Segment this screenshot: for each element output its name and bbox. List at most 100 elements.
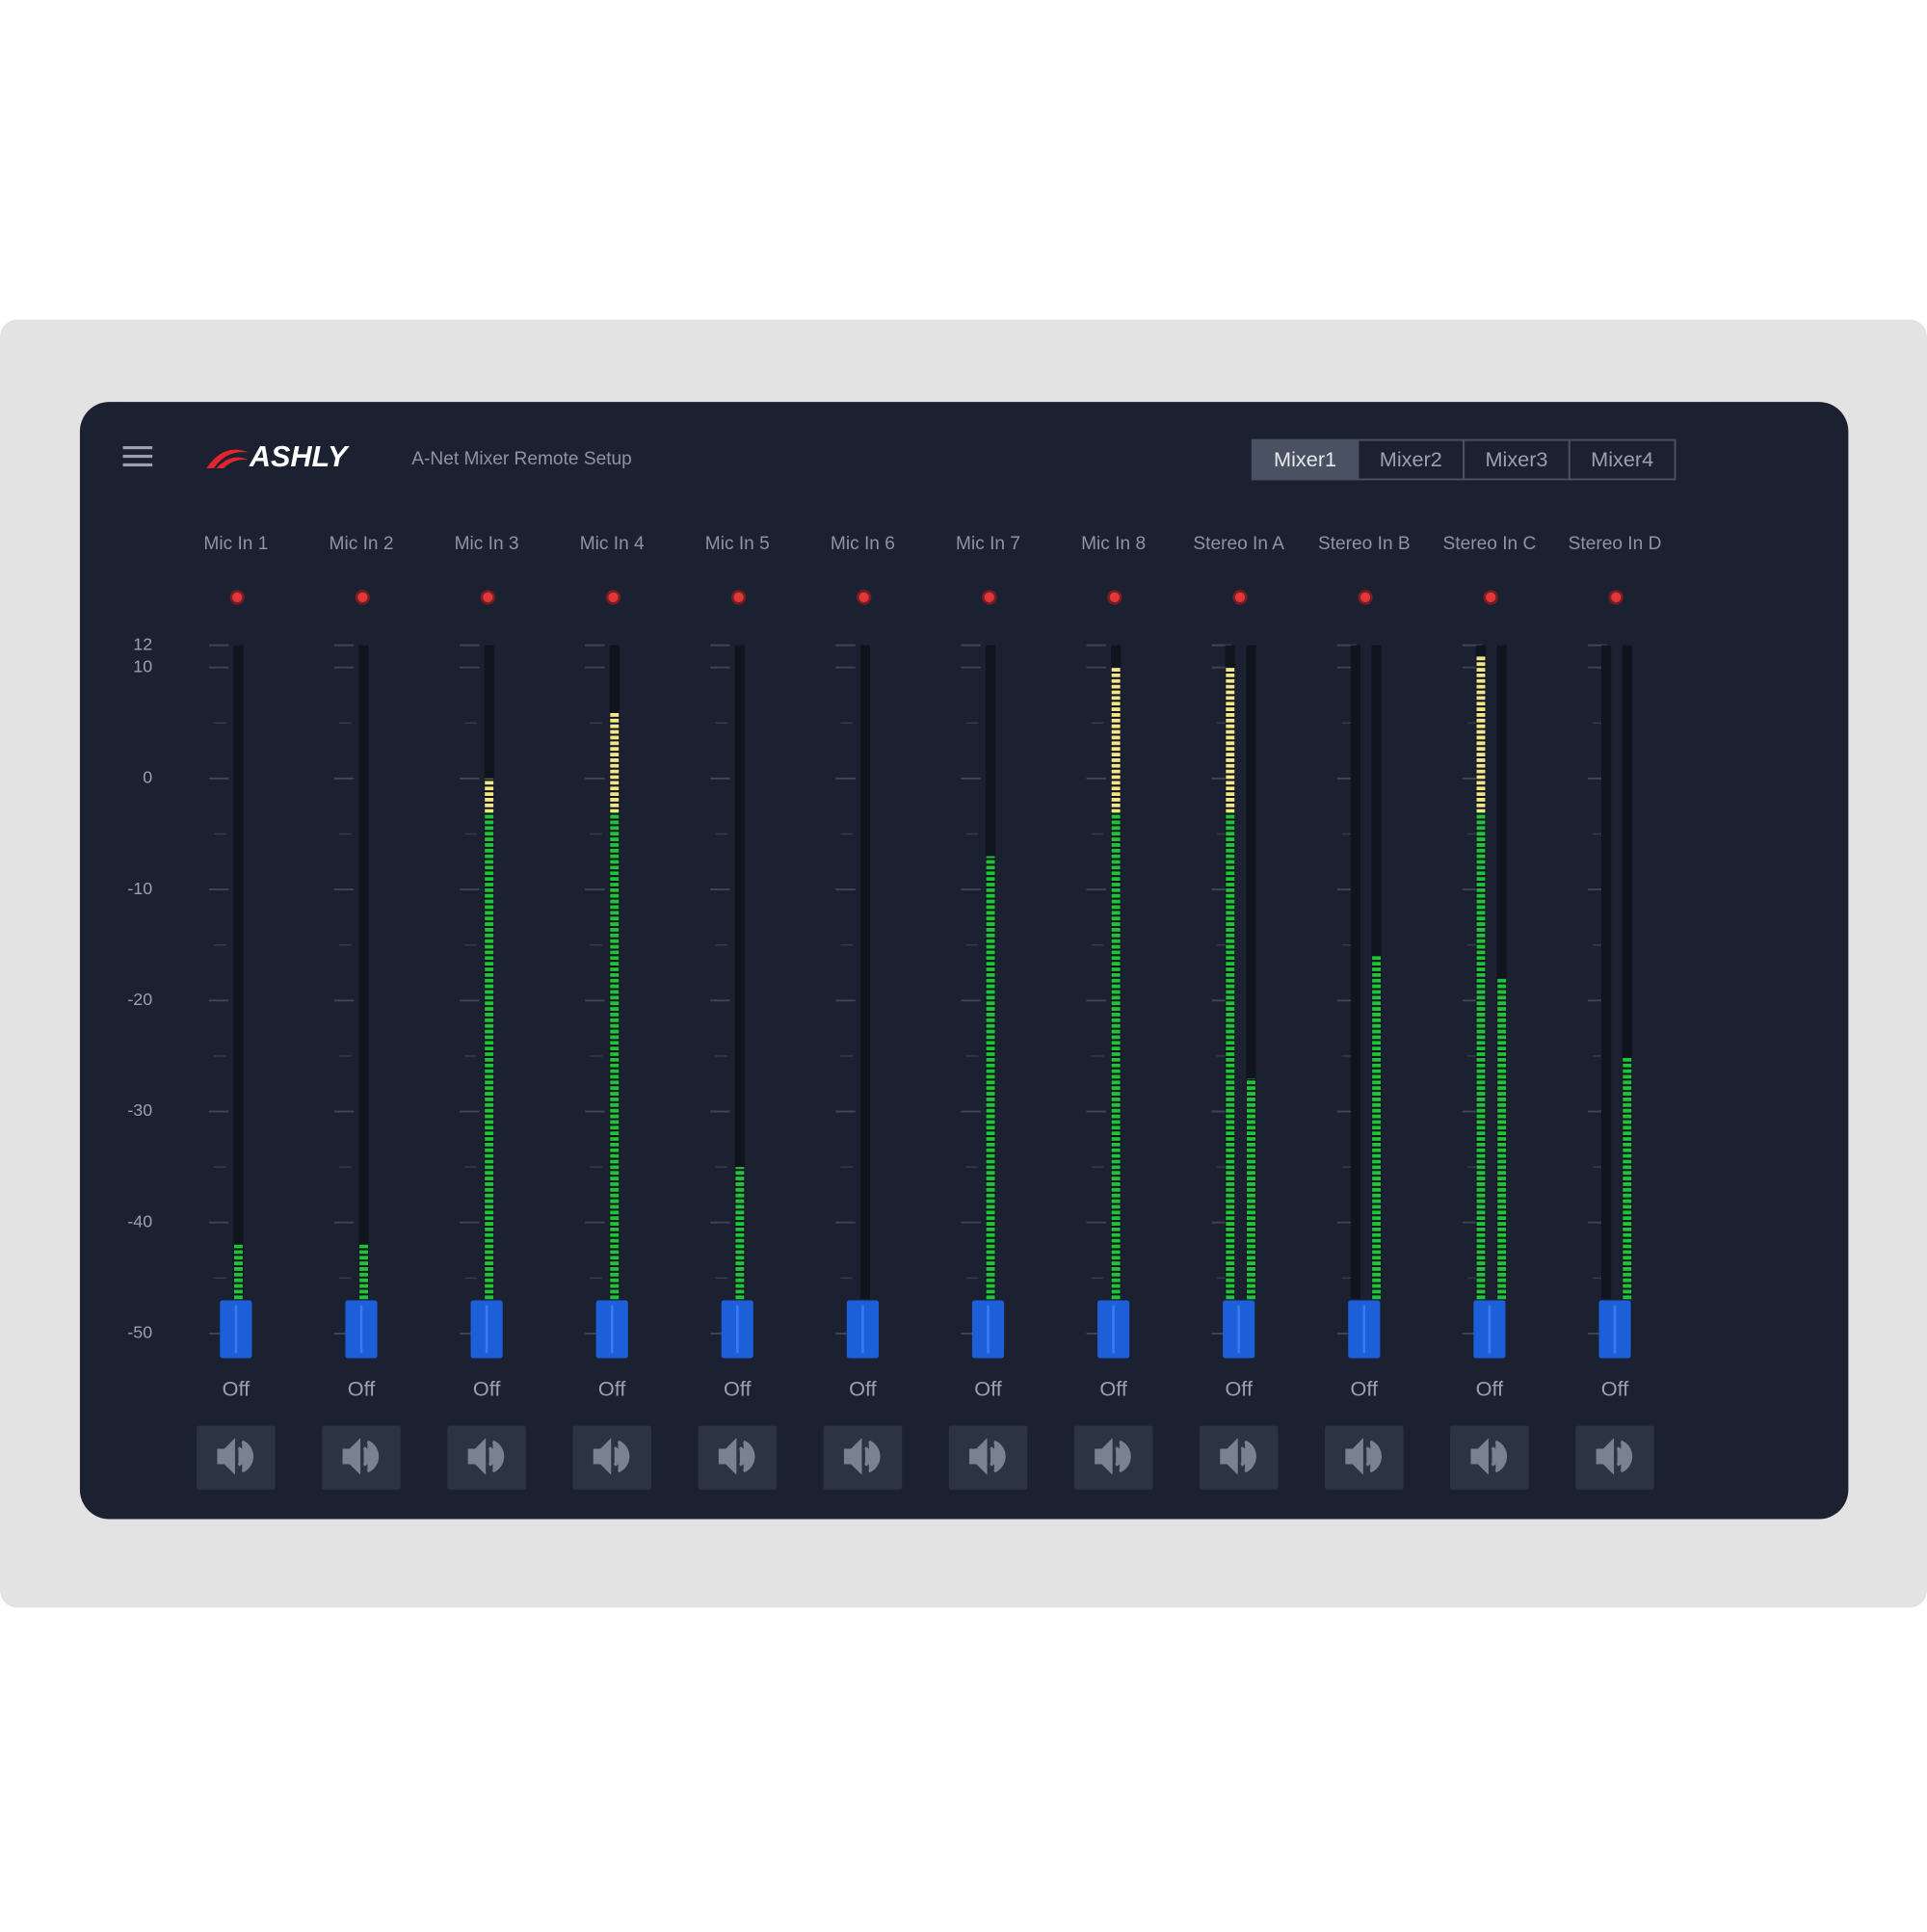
scale-label: -50 bbox=[127, 1323, 152, 1342]
channel-strip: Mic In 6 Off bbox=[823, 534, 903, 1490]
fader-value: Off bbox=[598, 1376, 626, 1400]
channel-strip: Mic In 1 Off bbox=[197, 534, 276, 1490]
scale-label: -40 bbox=[127, 1211, 152, 1231]
fader[interactable] bbox=[1097, 1300, 1130, 1359]
clip-led bbox=[1232, 590, 1248, 605]
clip-led bbox=[982, 590, 997, 605]
mute-box bbox=[1575, 1425, 1654, 1490]
speaker-icon bbox=[593, 1438, 630, 1475]
fader[interactable] bbox=[220, 1300, 252, 1359]
mute-box bbox=[447, 1425, 526, 1490]
mute-button[interactable] bbox=[197, 1425, 276, 1490]
meter-track bbox=[233, 645, 244, 1300]
mute-box bbox=[1325, 1425, 1404, 1490]
meter-track bbox=[1246, 645, 1256, 1300]
scale-label: -30 bbox=[127, 1100, 152, 1120]
speaker-icon bbox=[1095, 1438, 1131, 1475]
channel-strips: 12 10 0 -10 -20 -30 -40 -50 Mic In 1 Off Mic In 2 O… bbox=[127, 534, 1661, 1490]
meter-track bbox=[358, 645, 369, 1300]
fader[interactable] bbox=[1598, 1300, 1631, 1359]
mute-button[interactable] bbox=[1073, 1425, 1153, 1490]
fader-value: Off bbox=[1476, 1376, 1504, 1400]
clip-led bbox=[605, 590, 621, 605]
mute-box bbox=[1450, 1425, 1529, 1490]
fader[interactable] bbox=[470, 1300, 503, 1359]
fader[interactable] bbox=[595, 1300, 628, 1359]
clip-led bbox=[480, 590, 496, 605]
scale-label: -20 bbox=[127, 990, 152, 1009]
logo: ASHLY bbox=[249, 440, 350, 473]
fader-value: Off bbox=[473, 1376, 501, 1400]
fader-value: Off bbox=[849, 1376, 877, 1400]
mixer-tab[interactable]: Mixer2 bbox=[1357, 438, 1465, 481]
fader[interactable] bbox=[846, 1300, 879, 1359]
mute-box bbox=[572, 1425, 652, 1490]
mixer-tabs: Mixer1 Mixer2 Mixer3 Mixer4 bbox=[1251, 438, 1676, 481]
mute-button[interactable] bbox=[823, 1425, 903, 1490]
mute-box bbox=[322, 1425, 401, 1490]
meter-track bbox=[1225, 645, 1235, 1300]
channel-strip: Mic In 4 Off bbox=[572, 534, 652, 1490]
meter-track bbox=[1371, 645, 1382, 1300]
meter-track bbox=[734, 645, 745, 1300]
menu-bar bbox=[122, 463, 153, 467]
speaker-icon bbox=[843, 1438, 881, 1475]
speaker-icon bbox=[1470, 1438, 1508, 1475]
fader[interactable] bbox=[971, 1300, 1005, 1359]
mute-box bbox=[197, 1425, 276, 1490]
tab-label: Mixer4 bbox=[1591, 447, 1653, 471]
speaker-icon bbox=[467, 1438, 505, 1475]
fader-value: Off bbox=[724, 1376, 752, 1400]
fader[interactable] bbox=[345, 1300, 378, 1359]
mute-button[interactable] bbox=[447, 1425, 526, 1490]
mute-box bbox=[1199, 1425, 1279, 1490]
mute-button[interactable] bbox=[1199, 1425, 1279, 1490]
mixer-tab[interactable]: Mixer3 bbox=[1463, 438, 1571, 481]
channel-name: Stereo In A bbox=[1193, 534, 1284, 554]
meter-track bbox=[1475, 645, 1487, 1300]
channel-name: Mic In 2 bbox=[330, 534, 394, 554]
meter-track bbox=[609, 645, 620, 1300]
clip-led bbox=[1483, 590, 1498, 605]
fader-value: Off bbox=[1351, 1376, 1379, 1400]
channel-name: Mic In 3 bbox=[455, 534, 519, 554]
channel-strip: Mic In 5 Off bbox=[698, 534, 778, 1490]
meter-track bbox=[1600, 645, 1612, 1300]
channel-strip: Stereo In C Off bbox=[1443, 534, 1536, 1490]
meter-track bbox=[484, 645, 494, 1300]
clip-led bbox=[1608, 590, 1623, 605]
mixer-tab[interactable]: Mixer1 bbox=[1251, 438, 1359, 481]
mute-button[interactable] bbox=[1325, 1425, 1404, 1490]
fader-value: Off bbox=[1225, 1376, 1253, 1400]
fader[interactable] bbox=[1473, 1300, 1506, 1359]
clip-led bbox=[730, 590, 747, 605]
channel-name: Mic In 6 bbox=[831, 534, 895, 554]
channel-strip: Mic In 7 Off bbox=[948, 534, 1028, 1490]
clip-led bbox=[1107, 590, 1122, 605]
clip-led bbox=[857, 590, 872, 605]
channel-strip: Stereo In A Off bbox=[1193, 534, 1284, 1490]
scale-label: 12 bbox=[133, 634, 152, 653]
fader[interactable] bbox=[1348, 1300, 1381, 1359]
mute-button[interactable] bbox=[1575, 1425, 1654, 1490]
meter-track bbox=[1622, 645, 1632, 1300]
speaker-icon bbox=[342, 1438, 380, 1475]
fader[interactable] bbox=[1223, 1300, 1255, 1359]
meter-track bbox=[1111, 645, 1122, 1300]
channel-name: Stereo In B bbox=[1318, 534, 1411, 554]
fader-value: Off bbox=[348, 1376, 376, 1400]
mute-button[interactable] bbox=[698, 1425, 778, 1490]
mixer-tab[interactable]: Mixer4 bbox=[1568, 438, 1676, 481]
menu-button[interactable] bbox=[122, 446, 153, 467]
clip-led bbox=[229, 590, 245, 605]
mute-button[interactable] bbox=[948, 1425, 1028, 1490]
clip-led bbox=[1358, 590, 1373, 605]
clip-led bbox=[355, 590, 370, 605]
speaker-icon bbox=[1220, 1438, 1256, 1475]
fader[interactable] bbox=[721, 1300, 753, 1359]
fader-value: Off bbox=[1601, 1376, 1629, 1400]
mute-button[interactable] bbox=[322, 1425, 401, 1490]
mute-button[interactable] bbox=[572, 1425, 652, 1490]
mute-button[interactable] bbox=[1450, 1425, 1529, 1490]
